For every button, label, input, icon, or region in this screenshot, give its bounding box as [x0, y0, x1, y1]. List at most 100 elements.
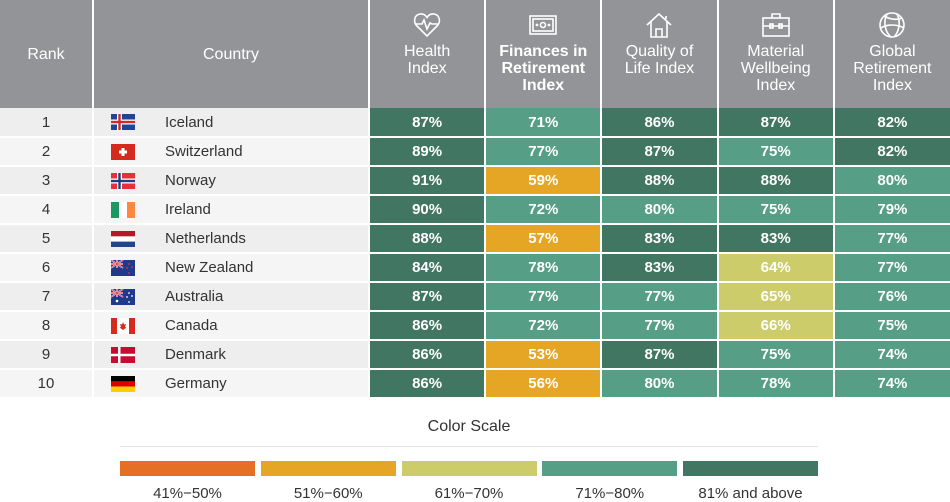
global-retirement-cell: 80% [833, 166, 950, 196]
house-icon [602, 10, 716, 40]
header-label-line: Index [872, 77, 912, 94]
quality-of-life-cell: 86% [601, 108, 719, 138]
material-wellbeing-cell: 64% [717, 253, 835, 283]
iceland-flag-icon [111, 114, 135, 130]
denmark-flag-icon [111, 346, 135, 363]
health-index-cell: 89% [369, 137, 487, 167]
global-retirement-cell: 74% [833, 369, 950, 399]
health-index-cell: 84% [369, 253, 487, 283]
global-retirement-header[interactable]: Global Retirement Index [833, 0, 950, 108]
canada-flag-icon [111, 317, 135, 334]
legend-item: 81% and above [683, 461, 818, 502]
material-wellbeing-cell: 78% [717, 369, 835, 399]
australia-flag-icon [111, 288, 135, 305]
country-name: Netherlands [165, 230, 246, 247]
country-cell: Norway [93, 166, 371, 196]
health-index-cell: 86% [369, 311, 487, 341]
table-row[interactable]: 10 Germany 86% 56% 80% 78% 74% [0, 369, 950, 399]
rank-cell: 2 [0, 137, 94, 167]
header-label-line: Retirement [501, 60, 586, 77]
table-row[interactable]: 8 Canada 86% 72% 77% 66% 75% [0, 311, 950, 341]
table-row[interactable]: 5 Netherlands 88% 57% 83% 83% 77% [0, 224, 950, 254]
finances-index-cell: 59% [485, 166, 603, 196]
country-name: Denmark [165, 346, 226, 363]
header-label-line: Retirement [853, 60, 932, 77]
table-row[interactable]: 4 Ireland 90% 72% 80% 75% 79% [0, 195, 950, 225]
material-wellbeing-cell: 87% [717, 108, 835, 138]
legend-divider [120, 446, 818, 447]
quality-of-life-cell: 88% [601, 166, 719, 196]
global-retirement-cell: 75% [833, 311, 950, 341]
country-cell: New Zealand [93, 253, 371, 283]
health-index-cell: 86% [369, 369, 487, 399]
country-cell: Australia [93, 282, 371, 312]
rank-cell: 10 [0, 369, 94, 399]
material-wellbeing-cell: 65% [717, 282, 835, 312]
country-name: Australia [165, 288, 224, 305]
table-row[interactable]: 9 Denmark 86% 53% 87% 75% 74% [0, 340, 950, 370]
legend-item: 41%−50% [120, 461, 255, 502]
global-retirement-cell: 82% [833, 137, 950, 167]
country-cell: Germany [93, 369, 371, 399]
material-wellbeing-cell: 75% [717, 137, 835, 167]
material-wellbeing-header[interactable]: Material Wellbeing Index [717, 0, 835, 108]
rank-cell: 5 [0, 224, 94, 254]
legend-swatch [683, 461, 818, 476]
legend-item: 51%−60% [260, 461, 396, 502]
legend-label: 71%−80% [575, 485, 645, 502]
rank-cell: 9 [0, 340, 94, 370]
country-name: Germany [165, 375, 227, 392]
legend-swatch [542, 461, 678, 476]
table-row[interactable]: 1 Iceland 87% 71% 86% 87% 82% [0, 108, 950, 138]
legend-swatch [401, 461, 537, 476]
header-label-line: Life Index [624, 60, 695, 77]
table-row[interactable]: 7 Australia 87% 77% 77% 65% 76% [0, 282, 950, 312]
table-row[interactable]: 6 New Zealand 84% 78% 83% 64% 77% [0, 253, 950, 283]
finances-index-cell: 72% [485, 311, 603, 341]
rank-header[interactable]: Rank [0, 0, 94, 108]
quality-of-life-cell: 87% [601, 340, 719, 370]
legend-label: 61%−70% [434, 485, 504, 502]
finances-index-header[interactable]: Finances in Retirement Index [485, 0, 603, 108]
header-label-line: Index [756, 77, 796, 94]
rank-cell: 6 [0, 253, 94, 283]
quality-of-life-cell: 83% [601, 253, 719, 283]
table-row[interactable]: 3 Norway 91% 59% 88% 88% 80% [0, 166, 950, 196]
country-name: Norway [165, 172, 216, 189]
table-row[interactable]: 2 Switzerland 89% 77% 87% 75% 82% [0, 137, 950, 167]
header-row: Rank Country Health Index Finances in Reti… [0, 0, 950, 108]
legend-label: 41%−50% [153, 485, 222, 502]
header-label-line: Quality of [625, 43, 694, 60]
country-header[interactable]: Country [93, 0, 371, 108]
global-retirement-cell: 74% [833, 340, 950, 370]
country-name: Canada [165, 317, 218, 334]
quality-of-life-cell: 77% [601, 311, 719, 341]
material-wellbeing-cell: 66% [717, 311, 835, 341]
quality-of-life-cell: 83% [601, 224, 719, 254]
header-label-line: Global [869, 43, 916, 60]
switzerland-flag-icon [111, 143, 135, 160]
finances-index-cell: 56% [485, 369, 603, 399]
legend-item: 71%−80% [542, 461, 678, 502]
country-cell: Denmark [93, 340, 371, 370]
country-cell: Netherlands [93, 224, 371, 254]
quality-of-life-header[interactable]: Quality of Life Index [601, 0, 719, 108]
banknote-icon [486, 10, 600, 40]
netherlands-flag-icon [111, 230, 135, 247]
quality-of-life-cell: 80% [601, 369, 719, 399]
global-retirement-cell: 77% [833, 253, 950, 283]
heart-pulse-icon [370, 10, 484, 40]
header-label-line: Wellbeing [740, 60, 811, 77]
finances-index-cell: 53% [485, 340, 603, 370]
quality-of-life-cell: 77% [601, 282, 719, 312]
ireland-flag-icon [111, 201, 135, 218]
finances-index-cell: 78% [485, 253, 603, 283]
new-zealand-flag-icon [111, 259, 135, 276]
header-label-line: Health [403, 43, 451, 60]
global-retirement-cell: 82% [833, 108, 950, 138]
health-index-header[interactable]: Health Index [369, 0, 487, 108]
health-index-cell: 91% [369, 166, 487, 196]
rank-cell: 7 [0, 282, 94, 312]
material-wellbeing-cell: 75% [717, 195, 835, 225]
country-cell: Canada [93, 311, 371, 341]
